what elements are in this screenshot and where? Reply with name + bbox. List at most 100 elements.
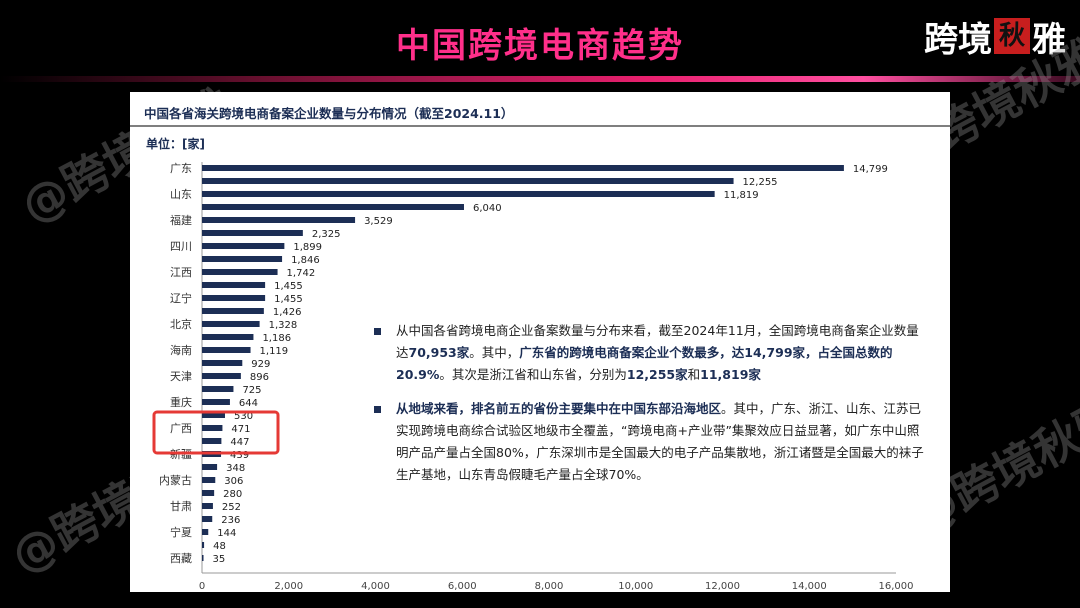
brand-logo: 跨境 秋 雅: [924, 12, 1066, 60]
bar: [202, 243, 285, 249]
bar: [202, 373, 241, 379]
note-1: 从中国各省跨境电商企业备案数量与分布来看，截至2024年11月，全国跨境电商备案…: [370, 320, 930, 386]
x-tick-label: 4,000: [361, 581, 390, 592]
bar-value-label: 1,455: [274, 294, 303, 305]
x-tick-label: 10,000: [618, 581, 653, 592]
category-label: 海南: [170, 343, 192, 357]
note-highlight: 从地域来看，排名前五的省份主要集中在中国东部沿海地区: [396, 401, 722, 416]
note-segment: 和: [687, 367, 701, 382]
category-label: 广东: [170, 162, 192, 175]
brand-text: 跨境: [924, 19, 992, 60]
category-label: 重庆: [170, 395, 192, 409]
bar-value-label: 644: [239, 398, 258, 409]
bar: [202, 542, 205, 548]
bar: [202, 230, 303, 236]
note-segment: 。其次是浙江省和山东省，分别为: [439, 367, 627, 382]
page-title: 中国跨境电商趋势: [396, 26, 684, 66]
category-label: 内蒙古: [159, 473, 192, 487]
bar-value-label: 1,899: [293, 242, 322, 253]
bar-value-label: 35: [213, 554, 226, 565]
category-label: 天津: [170, 370, 192, 383]
bar: [202, 503, 213, 509]
bar: [202, 529, 209, 535]
bar-value-label: 306: [224, 476, 243, 487]
bar-value-label: 2,325: [312, 229, 341, 240]
category-label: 宁夏: [170, 525, 192, 539]
category-label: 福建: [170, 213, 192, 227]
bar-value-label: 236: [221, 515, 240, 526]
category-label: 北京: [170, 317, 192, 331]
bar: [202, 178, 734, 184]
bar: [202, 555, 204, 561]
bar-value-label: 14,799: [853, 164, 888, 175]
x-tick-label: 0: [199, 581, 205, 592]
bar: [202, 256, 283, 262]
category-label: 甘肃: [170, 500, 192, 513]
bar-value-label: 1,426: [273, 307, 302, 318]
note-highlight: 70,953家: [408, 345, 470, 360]
bar: [202, 282, 266, 288]
category-label: 辽宁: [170, 291, 192, 305]
note-text: 从中国各省跨境电商企业备案数量与分布来看，截至2024年11月，全国跨境电商备案…: [396, 323, 919, 382]
category-label: 江西: [170, 266, 192, 279]
bar: [202, 321, 260, 327]
bar: [202, 269, 278, 275]
bar: [202, 334, 254, 340]
bar-value-label: 896: [250, 372, 269, 383]
bar: [202, 438, 222, 444]
note-highlight: 12,255家: [626, 367, 688, 382]
x-tick-label: 6,000: [448, 581, 477, 592]
bullet-icon: [374, 406, 381, 413]
bar-value-label: 144: [217, 528, 236, 539]
bar-value-label: 530: [234, 411, 253, 422]
bullet-icon: [374, 328, 381, 335]
category-label: 广西: [170, 422, 192, 435]
x-tick-label: 12,000: [705, 581, 740, 592]
bar-value-label: 48: [213, 541, 226, 552]
bar-value-label: 12,255: [743, 177, 778, 188]
x-tick-label: 8,000: [535, 581, 564, 592]
note-segment: 。其中，: [469, 345, 520, 360]
category-label: 山东: [170, 188, 192, 201]
bar: [202, 386, 234, 392]
bar: [202, 347, 251, 353]
bar: [202, 477, 216, 483]
highlight-box: [152, 410, 280, 455]
bar-value-label: 1,455: [274, 281, 303, 292]
bar: [202, 308, 264, 314]
bar-value-label: 439: [230, 450, 249, 461]
bar-value-label: 11,819: [724, 190, 759, 201]
x-tick-label: 2,000: [274, 581, 303, 592]
unit-label: 单位：[家]: [146, 136, 205, 151]
category-label: 四川: [170, 240, 192, 253]
bar: [202, 412, 225, 418]
note-highlight: 广东省的跨境电商备案企业个数最多，达14,799家，占全国总数的20.9%: [396, 345, 893, 382]
category-label: 西藏: [170, 552, 192, 565]
bar: [202, 204, 464, 210]
note-segment: 。其中，广东、浙江、山东、江苏已实现跨境电商综合试验区地级市全覆盖，“跨境电商+…: [396, 401, 924, 482]
bar-chart: 中国各省海关跨境电商备案企业数量与分布情况（截至2024.11） 单位：[家] 14…: [130, 106, 950, 592]
bar: [202, 425, 223, 431]
header-divider: [0, 76, 1080, 82]
bar-value-label: 929: [251, 359, 270, 370]
bar-value-label: 1,186: [262, 333, 291, 344]
note-2: 从地域来看，排名前五的省份主要集中在中国东部沿海地区。其中，广东、浙江、山东、江…: [370, 398, 930, 486]
chart-card: 中国各省海关跨境电商备案企业数量与分布情况（截至2024.11） 单位：[家] 14…: [130, 92, 950, 592]
bar-value-label: 3,529: [364, 216, 393, 227]
bar: [202, 217, 356, 223]
bar-value-label: 6,040: [473, 203, 502, 214]
x-tick-label: 16,000: [879, 581, 914, 592]
note-highlight: 11,819家: [700, 367, 761, 382]
note-text: 从地域来看，排名前五的省份主要集中在中国东部沿海地区。其中，广东、浙江、山东、江…: [396, 401, 924, 482]
note-segment: 从中国各省跨境电商企业备案数量与分布来看，截至2024年11月，全国跨境电商备案…: [396, 323, 919, 360]
bar: [202, 295, 266, 301]
bar: [202, 191, 715, 197]
bar: [202, 399, 230, 405]
bar-value-label: 447: [230, 437, 249, 448]
bar: [202, 464, 218, 470]
bar-value-label: 348: [226, 463, 245, 474]
chart-title: 中国各省海关跨境电商备案企业数量与分布情况（截至2024.11）: [144, 106, 513, 121]
bar-value-label: 1,119: [260, 346, 289, 357]
bar-value-label: 1,328: [269, 320, 298, 331]
brand-stamp: 秋: [994, 18, 1030, 54]
